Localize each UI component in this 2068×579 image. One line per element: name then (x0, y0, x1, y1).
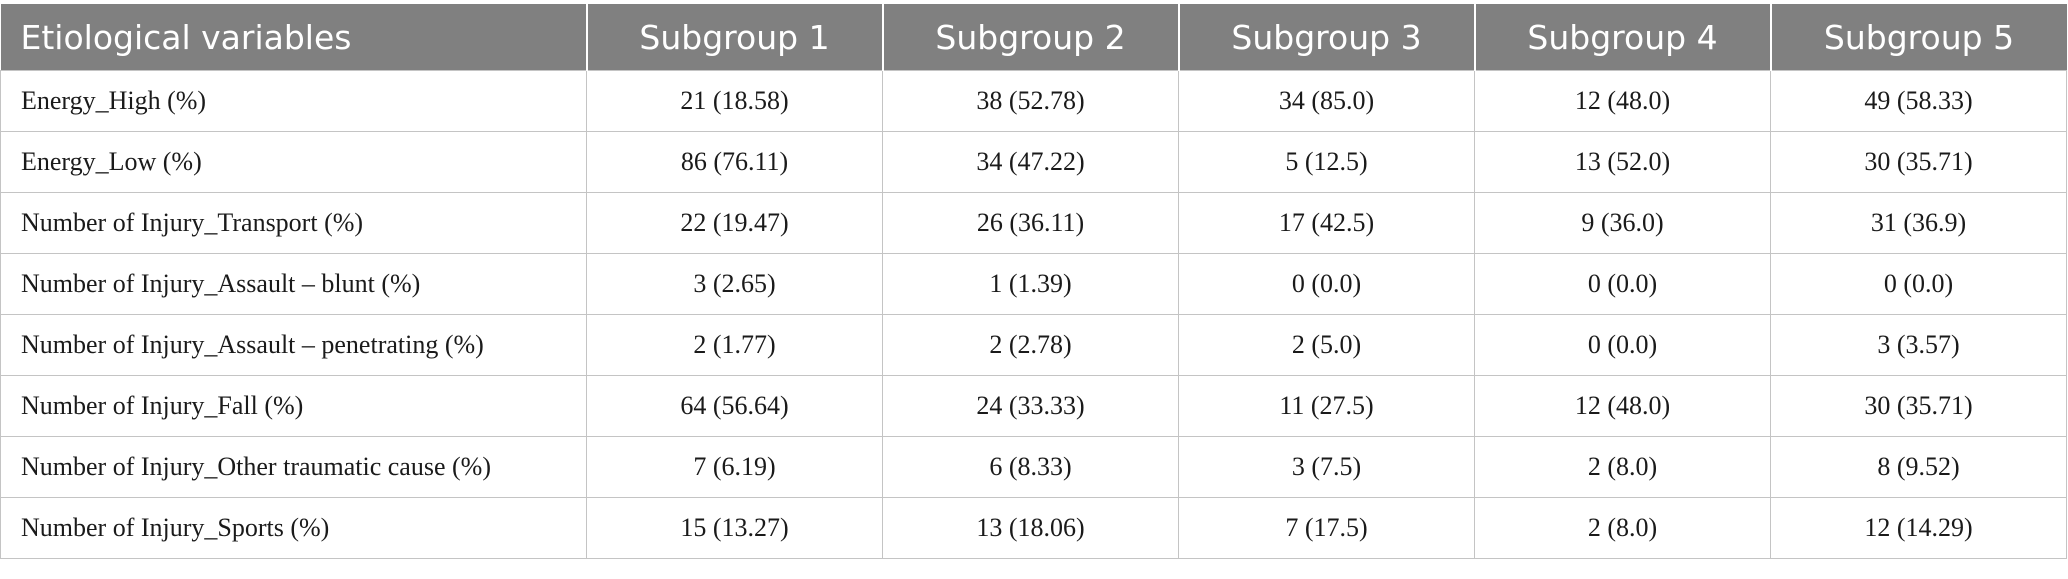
table-cell: 31 (36.9) (1770, 192, 2067, 254)
table-cell: 26 (36.11) (882, 192, 1179, 254)
table-row: Number of Injury_Sports (%) 15 (13.27) 1… (0, 497, 2067, 559)
table-row: Number of Injury_Assault – penetrating (… (0, 314, 2067, 376)
table-row: Energy_High (%) 21 (18.58) 38 (52.78) 34… (0, 70, 2067, 132)
column-header-etiological-variables: Etiological variables (0, 4, 587, 71)
header-row: Etiological variables Subgroup 1 Subgrou… (0, 4, 2067, 71)
table-cell: 11 (27.5) (1178, 375, 1475, 437)
table-cell: 7 (17.5) (1178, 497, 1475, 559)
table-cell: 30 (35.71) (1770, 375, 2067, 437)
table-cell: 30 (35.71) (1770, 131, 2067, 193)
column-header-subgroup-4: Subgroup 4 (1473, 4, 1771, 71)
column-header-subgroup-1: Subgroup 1 (585, 4, 883, 71)
table-cell: 0 (0.0) (1474, 253, 1771, 315)
table-cell: 3 (7.5) (1178, 436, 1475, 498)
table-cell: 15 (13.27) (586, 497, 883, 559)
table-row: Energy_Low (%) 86 (76.11) 34 (47.22) 5 (… (0, 131, 2067, 193)
column-header-subgroup-5: Subgroup 5 (1769, 4, 2067, 71)
table-cell: 22 (19.47) (586, 192, 883, 254)
table-cell: 3 (2.65) (586, 253, 883, 315)
column-header-subgroup-3: Subgroup 3 (1177, 4, 1475, 71)
row-label: Number of Injury_Transport (%) (0, 192, 587, 254)
table-cell: 3 (3.57) (1770, 314, 2067, 376)
table-cell: 34 (85.0) (1178, 70, 1475, 132)
table-cell: 13 (18.06) (882, 497, 1179, 559)
table-cell: 2 (2.78) (882, 314, 1179, 376)
table-cell: 38 (52.78) (882, 70, 1179, 132)
table-cell: 2 (5.0) (1178, 314, 1475, 376)
row-label: Number of Injury_Assault – penetrating (… (0, 314, 587, 376)
row-label: Number of Injury_Sports (%) (0, 497, 587, 559)
table-row: Number of Injury_Other traumatic cause (… (0, 436, 2067, 498)
etiological-variables-table: Etiological variables Subgroup 1 Subgrou… (0, 4, 2067, 559)
table-cell: 2 (8.0) (1474, 436, 1771, 498)
row-label: Number of Injury_Other traumatic cause (… (0, 436, 587, 498)
table-cell: 34 (47.22) (882, 131, 1179, 193)
row-label: Number of Injury_Fall (%) (0, 375, 587, 437)
table-cell: 9 (36.0) (1474, 192, 1771, 254)
table-cell: 12 (48.0) (1474, 375, 1771, 437)
table-cell: 12 (48.0) (1474, 70, 1771, 132)
table-cell: 0 (0.0) (1770, 253, 2067, 315)
etiological-table-container: Etiological variables Subgroup 1 Subgrou… (0, 4, 2067, 559)
table-cell: 6 (8.33) (882, 436, 1179, 498)
table-cell: 8 (9.52) (1770, 436, 2067, 498)
table-cell: 5 (12.5) (1178, 131, 1475, 193)
table-cell: 49 (58.33) (1770, 70, 2067, 132)
table-cell: 13 (52.0) (1474, 131, 1771, 193)
table-cell: 1 (1.39) (882, 253, 1179, 315)
row-label: Energy_High (%) (0, 70, 587, 132)
table-cell: 2 (1.77) (586, 314, 883, 376)
row-label: Number of Injury_Assault – blunt (%) (0, 253, 587, 315)
table-cell: 24 (33.33) (882, 375, 1179, 437)
table-cell: 86 (76.11) (586, 131, 883, 193)
table-row: Number of Injury_Assault – blunt (%) 3 (… (0, 253, 2067, 315)
table-cell: 21 (18.58) (586, 70, 883, 132)
table-cell: 64 (56.64) (586, 375, 883, 437)
row-label: Energy_Low (%) (0, 131, 587, 193)
column-header-subgroup-2: Subgroup 2 (881, 4, 1179, 71)
table-cell: 0 (0.0) (1178, 253, 1475, 315)
table-cell: 7 (6.19) (586, 436, 883, 498)
table-row: Number of Injury_Transport (%) 22 (19.47… (0, 192, 2067, 254)
table-cell: 2 (8.0) (1474, 497, 1771, 559)
table-row: Number of Injury_Fall (%) 64 (56.64) 24 … (0, 375, 2067, 437)
table-cell: 12 (14.29) (1770, 497, 2067, 559)
table-cell: 0 (0.0) (1474, 314, 1771, 376)
table-cell: 17 (42.5) (1178, 192, 1475, 254)
